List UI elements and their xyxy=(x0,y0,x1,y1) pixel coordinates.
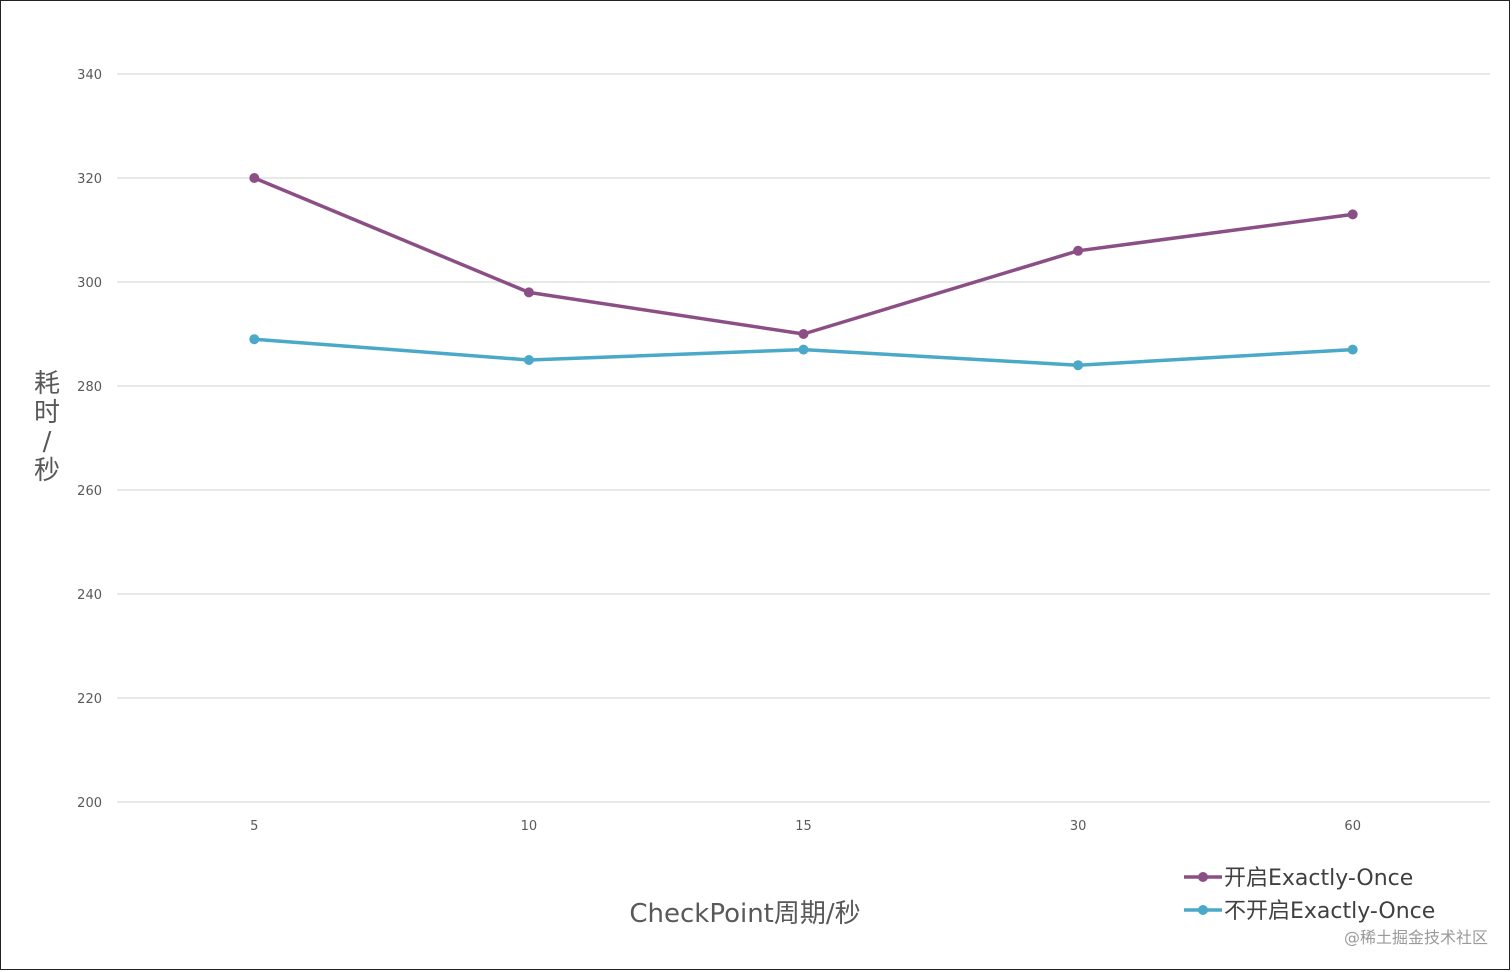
legend-item: 开启Exactly-Once xyxy=(1184,866,1413,891)
series-line xyxy=(252,176,1355,336)
y-axis-title: 耗时/秒 xyxy=(34,369,60,486)
y-tick-label: 240 xyxy=(77,588,102,603)
y-tick-label: 280 xyxy=(77,380,102,395)
legend-label: 开启Exactly-Once xyxy=(1224,866,1413,891)
y-tick-label: 260 xyxy=(77,484,102,499)
x-tick-label: 30 xyxy=(1070,819,1087,834)
x-tick-label: 15 xyxy=(795,819,812,834)
y-tick-label: 320 xyxy=(77,172,102,187)
legend-item: 不开启Exactly-Once xyxy=(1184,899,1435,924)
legend-label: 不开启Exactly-Once xyxy=(1224,899,1435,924)
data-point xyxy=(523,355,534,365)
x-tick-label: 10 xyxy=(521,819,538,834)
data-point xyxy=(1073,245,1084,256)
data-point xyxy=(523,287,534,298)
legend-swatch-marker xyxy=(1198,905,1208,915)
legend-swatch-marker xyxy=(1198,872,1208,882)
watermark: @稀土掘金技术社区 xyxy=(1343,928,1488,947)
data-point xyxy=(1347,209,1358,220)
y-tick-label: 220 xyxy=(77,692,102,707)
data-point xyxy=(1073,360,1084,371)
data-point xyxy=(249,173,260,183)
y-tick-label: 340 xyxy=(77,68,102,83)
x-tick-label: 60 xyxy=(1344,819,1361,834)
data-point xyxy=(798,329,809,339)
data-point xyxy=(1347,344,1358,355)
y-tick-label: 200 xyxy=(77,796,102,811)
x-axis-title: CheckPoint周期/秒 xyxy=(629,899,860,929)
data-point xyxy=(249,334,260,345)
data-point xyxy=(798,344,809,355)
x-tick-label: 5 xyxy=(250,819,258,834)
y-tick-label: 300 xyxy=(77,276,102,291)
